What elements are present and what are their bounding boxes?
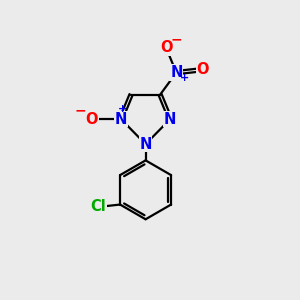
Text: N: N — [140, 137, 152, 152]
Text: +: + — [118, 104, 127, 114]
Text: Cl: Cl — [90, 199, 106, 214]
Text: N: N — [164, 112, 176, 127]
Text: N: N — [115, 112, 127, 127]
Text: O: O — [85, 112, 98, 127]
Text: N: N — [170, 65, 182, 80]
Text: −: − — [170, 32, 182, 46]
Text: O: O — [160, 40, 172, 55]
Text: O: O — [196, 62, 209, 77]
Text: +: + — [180, 74, 189, 83]
Text: −: − — [74, 103, 86, 117]
